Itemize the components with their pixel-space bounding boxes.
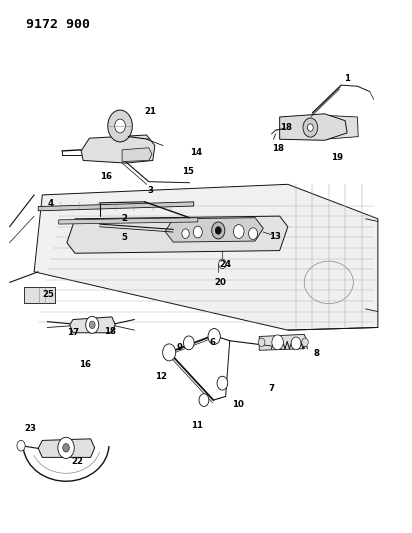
Text: 16: 16: [100, 172, 112, 181]
Text: 18: 18: [280, 123, 292, 132]
Circle shape: [58, 437, 74, 458]
Circle shape: [215, 227, 221, 234]
Circle shape: [291, 337, 301, 350]
Circle shape: [89, 321, 95, 328]
Circle shape: [219, 259, 226, 269]
Polygon shape: [81, 135, 155, 163]
Text: 2: 2: [121, 214, 127, 223]
Text: 20: 20: [214, 278, 226, 287]
Polygon shape: [67, 216, 288, 253]
Circle shape: [272, 335, 283, 350]
Text: 21: 21: [145, 107, 157, 116]
Text: 19: 19: [331, 153, 343, 162]
Circle shape: [182, 229, 189, 238]
Circle shape: [217, 376, 228, 390]
Text: 25: 25: [42, 289, 54, 298]
Text: 7: 7: [268, 384, 274, 393]
Circle shape: [63, 443, 69, 452]
Text: 9172 900: 9172 900: [26, 18, 90, 31]
Text: 18: 18: [104, 327, 116, 336]
Text: 22: 22: [71, 457, 83, 466]
Text: 15: 15: [182, 166, 194, 175]
Text: 13: 13: [269, 232, 281, 241]
Circle shape: [193, 226, 202, 238]
Circle shape: [163, 344, 176, 361]
Polygon shape: [280, 114, 347, 140]
Polygon shape: [70, 317, 115, 333]
Text: 5: 5: [121, 233, 127, 243]
Text: 11: 11: [191, 421, 203, 430]
Circle shape: [303, 118, 318, 137]
Text: 6: 6: [209, 338, 215, 348]
Circle shape: [108, 110, 132, 142]
Circle shape: [17, 440, 25, 451]
Text: 10: 10: [232, 400, 244, 409]
Text: 23: 23: [25, 424, 37, 433]
Polygon shape: [34, 184, 378, 330]
Circle shape: [208, 328, 220, 344]
Text: 16: 16: [79, 360, 91, 368]
Text: 12: 12: [155, 372, 167, 381]
Text: 14: 14: [190, 148, 202, 157]
Polygon shape: [259, 334, 307, 350]
Text: 3: 3: [148, 186, 154, 195]
Bar: [24, 287, 54, 303]
Polygon shape: [165, 217, 263, 242]
Circle shape: [183, 336, 194, 350]
Text: 9: 9: [176, 343, 183, 352]
Text: 24: 24: [220, 261, 232, 269]
Circle shape: [86, 317, 99, 333]
Text: 1: 1: [344, 74, 350, 83]
Circle shape: [212, 222, 225, 239]
Polygon shape: [59, 217, 198, 224]
Text: 18: 18: [272, 144, 283, 154]
Circle shape: [248, 228, 258, 239]
Text: 17: 17: [67, 328, 79, 337]
Text: 4: 4: [47, 199, 54, 208]
Circle shape: [115, 119, 125, 133]
Polygon shape: [325, 115, 358, 139]
Circle shape: [258, 338, 265, 346]
Circle shape: [234, 224, 244, 238]
Text: 8: 8: [314, 350, 319, 359]
Circle shape: [307, 124, 313, 131]
Circle shape: [302, 338, 308, 346]
Polygon shape: [38, 439, 95, 457]
Polygon shape: [38, 202, 194, 211]
Circle shape: [199, 394, 209, 407]
Polygon shape: [122, 148, 152, 161]
